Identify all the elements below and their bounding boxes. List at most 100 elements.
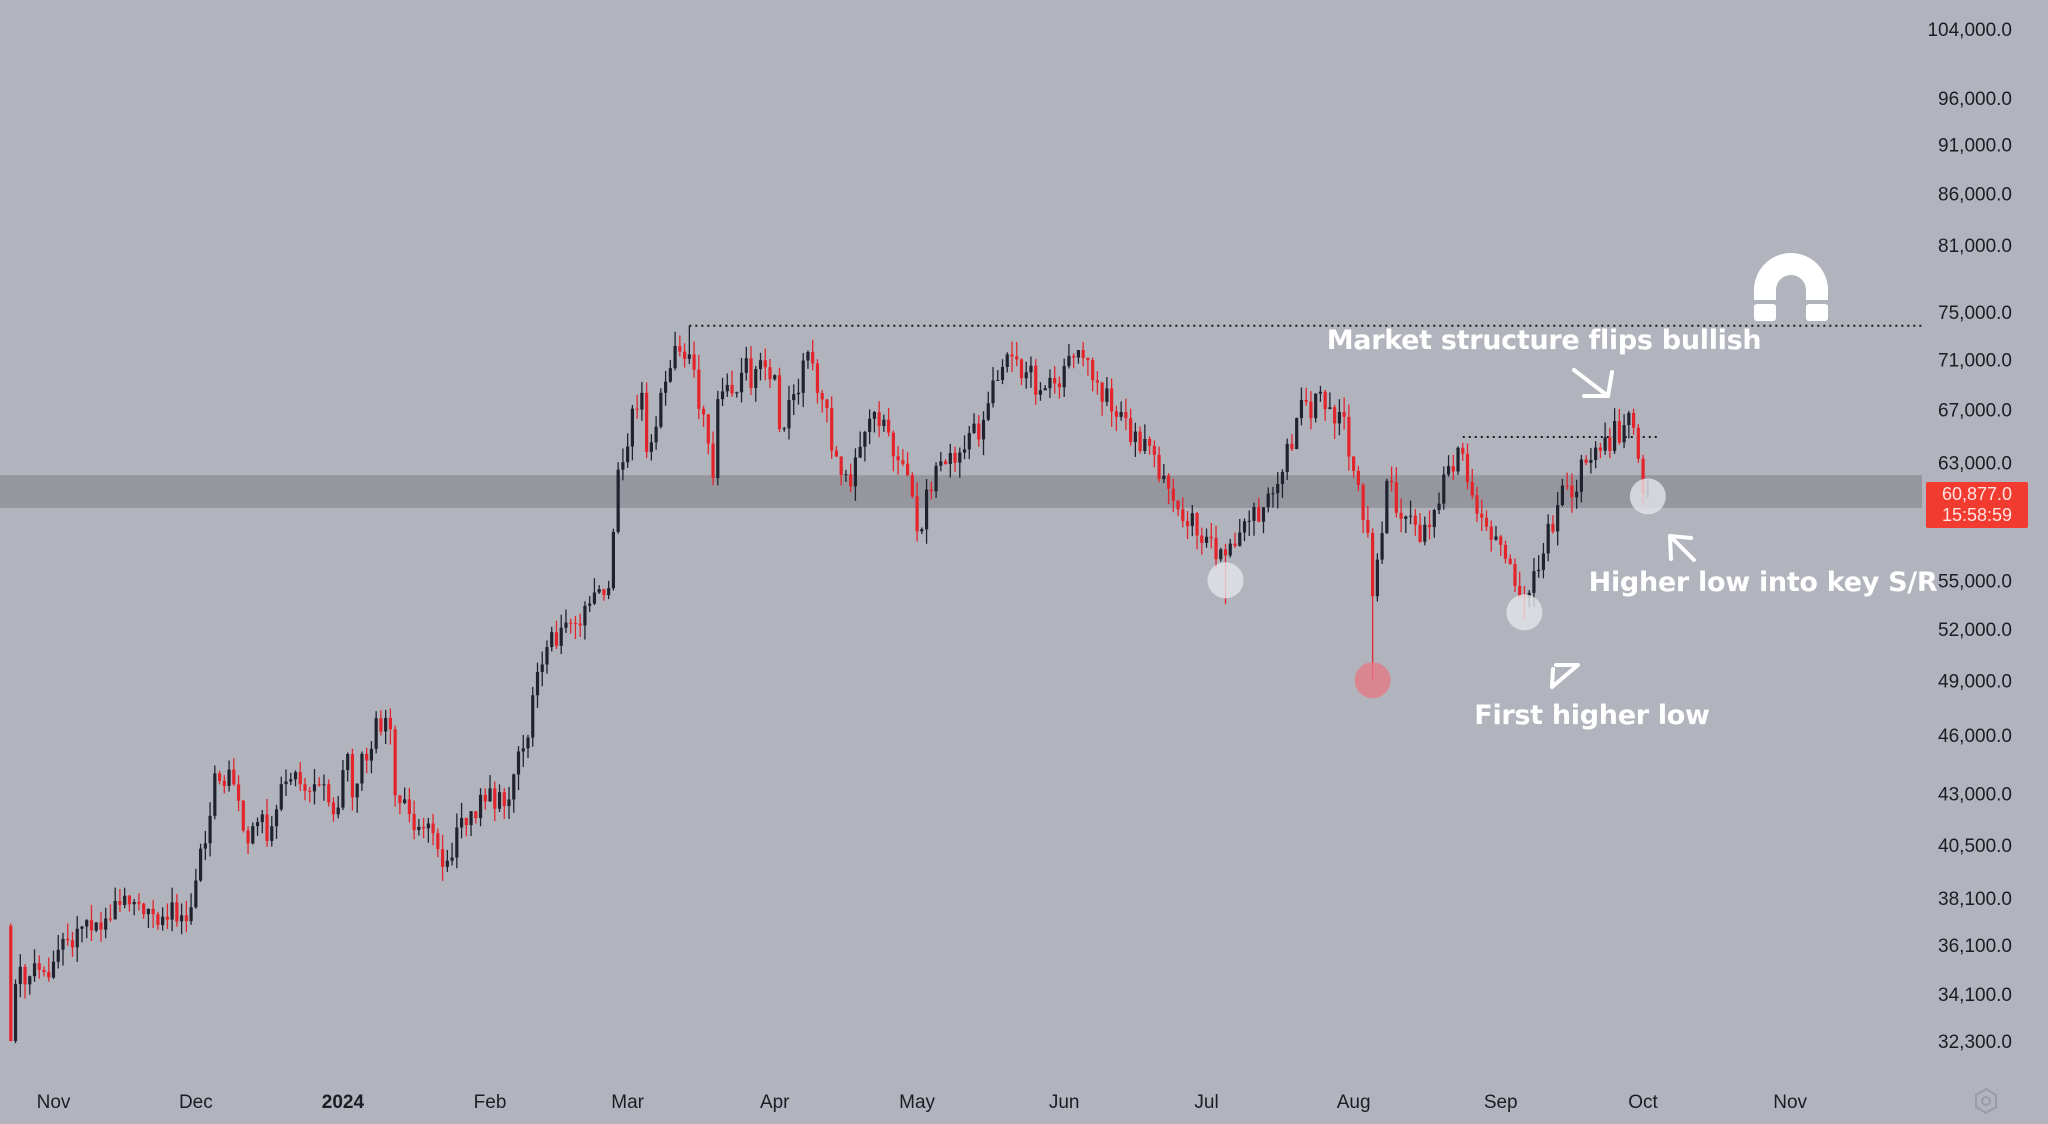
candle-body xyxy=(346,754,350,771)
candle xyxy=(1015,341,1019,367)
candle-body xyxy=(1100,382,1104,402)
candle-body xyxy=(61,938,65,950)
y-axis-tick-label: 67,000.0 xyxy=(1938,400,2012,421)
candle xyxy=(388,708,392,745)
candle xyxy=(692,341,696,378)
candle-body xyxy=(161,916,165,926)
y-axis-tick-label: 49,000.0 xyxy=(1938,671,2012,692)
candle-body xyxy=(1589,460,1593,463)
candle-body xyxy=(872,412,876,419)
candle xyxy=(123,887,127,909)
candle-body xyxy=(1480,513,1484,518)
candle-body xyxy=(649,442,653,452)
candle-body xyxy=(165,916,169,920)
candle-body xyxy=(1546,523,1550,554)
candle-body xyxy=(597,589,601,593)
y-axis-tick-label: 63,000.0 xyxy=(1938,454,2012,475)
candle xyxy=(934,462,938,498)
swing-low-marker xyxy=(1354,662,1391,699)
candle-body xyxy=(493,788,497,809)
candle-body xyxy=(1209,536,1213,539)
candle-body xyxy=(777,375,782,430)
candle-body xyxy=(1171,488,1175,501)
candle-body xyxy=(1366,520,1370,533)
candle xyxy=(222,775,226,794)
candle xyxy=(379,710,383,736)
candle-body xyxy=(440,849,445,867)
x-axis-tick-label: Feb xyxy=(474,1092,507,1113)
candle-body xyxy=(569,622,573,624)
candle-body xyxy=(830,408,834,451)
candle xyxy=(23,964,27,999)
candle xyxy=(801,352,805,408)
candle-body xyxy=(1038,390,1043,395)
x-axis-tick-label: Nov xyxy=(37,1092,71,1113)
candle xyxy=(915,482,919,542)
candle xyxy=(1328,392,1332,410)
candle-body xyxy=(70,940,75,948)
candle xyxy=(507,786,511,819)
candle xyxy=(1465,443,1470,490)
candle xyxy=(417,818,421,836)
candle xyxy=(1100,381,1104,416)
candle xyxy=(630,405,634,461)
candle xyxy=(1129,408,1133,446)
candle-body xyxy=(531,695,535,738)
candle-body xyxy=(1000,366,1005,381)
candle-body xyxy=(1138,431,1142,452)
candle-body xyxy=(123,895,127,905)
candle xyxy=(792,384,796,416)
candle-body xyxy=(630,408,634,447)
candle xyxy=(1451,454,1455,480)
candle xyxy=(132,898,136,916)
candle xyxy=(99,911,103,942)
gear-icon[interactable] xyxy=(1975,1087,1997,1115)
candle-body xyxy=(934,465,938,492)
candle-body xyxy=(32,963,37,977)
candle xyxy=(1295,417,1299,450)
candle-body xyxy=(241,800,245,831)
candle-body xyxy=(602,589,606,596)
candle-body xyxy=(232,769,236,785)
candle xyxy=(986,391,990,422)
magnet-icon[interactable] xyxy=(1754,253,1828,321)
candle-body xyxy=(863,431,867,447)
candle-body xyxy=(1361,485,1365,521)
candle-body xyxy=(896,456,900,461)
candle xyxy=(1010,341,1014,372)
candle-body xyxy=(910,475,914,497)
candle-body xyxy=(194,880,198,908)
candle xyxy=(882,414,886,432)
candle-body xyxy=(668,368,672,382)
candle xyxy=(526,734,530,758)
candle-body xyxy=(939,461,943,466)
candle-body xyxy=(42,969,46,972)
candle-body xyxy=(1484,517,1489,527)
candle xyxy=(1389,466,1394,492)
candle-body xyxy=(331,802,336,815)
candle-body xyxy=(588,603,592,606)
candle xyxy=(1304,387,1308,406)
candle xyxy=(559,614,563,655)
candle-body xyxy=(1067,355,1071,367)
candle-body xyxy=(198,848,203,881)
candle xyxy=(1518,571,1522,598)
candle-body xyxy=(284,781,288,785)
candle-body xyxy=(1005,354,1009,367)
candle-body xyxy=(682,351,687,359)
candle-body xyxy=(645,392,649,452)
candle xyxy=(70,931,75,957)
candle-body xyxy=(1499,536,1503,545)
candle-body xyxy=(607,588,611,596)
candle-body xyxy=(1461,447,1465,454)
candle-body xyxy=(1556,504,1560,532)
candle xyxy=(1589,447,1593,474)
candle xyxy=(858,431,862,459)
candle xyxy=(830,396,834,459)
candle xyxy=(474,811,478,824)
candle xyxy=(1456,446,1460,475)
candle-body xyxy=(108,918,113,920)
candle xyxy=(588,596,592,612)
candle xyxy=(403,787,407,805)
